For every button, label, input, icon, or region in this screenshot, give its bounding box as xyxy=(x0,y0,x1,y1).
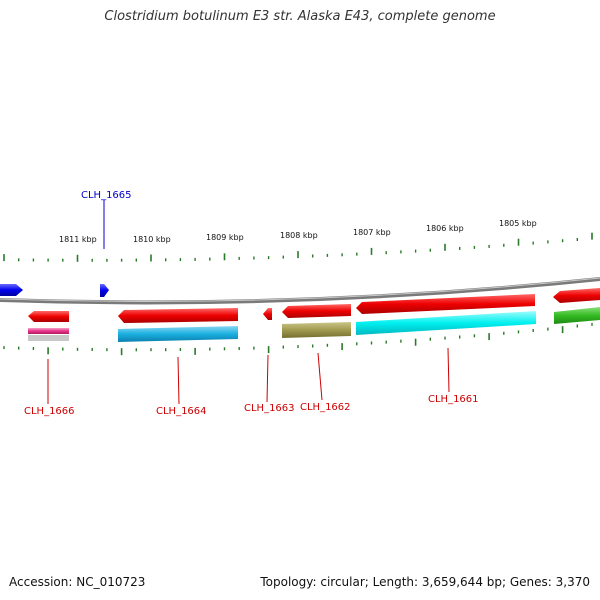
inner-scale-ticks xyxy=(3,322,593,356)
leader-clh-1663 xyxy=(266,354,269,403)
gene-label-clh-1665[interactable]: CLH_1665 xyxy=(81,190,132,201)
leader-clh-1662 xyxy=(317,352,323,401)
gene-arrow-clh-1663[interactable] xyxy=(263,308,272,320)
tick-label-1810: 1810 kbp xyxy=(133,235,171,244)
cog-bar-clh-1666-pink xyxy=(28,328,69,334)
tick-label-1805: 1805 kbp xyxy=(499,219,537,228)
map-title: Clostridium botulinum E3 str. Alaska E43… xyxy=(104,9,496,24)
gene-arrow-clh-1664[interactable] xyxy=(118,308,238,323)
tick-label-1808: 1808 kbp xyxy=(280,231,318,240)
gene-arrow-clh-1661[interactable] xyxy=(356,294,535,314)
genome-backbone xyxy=(0,277,600,305)
gene-arrow-clh-1666[interactable] xyxy=(28,311,69,322)
gene-arrow-forward-left[interactable] xyxy=(0,284,23,296)
accession-label: Accession: NC_010723 xyxy=(9,575,146,589)
gene-arrow-right-edge[interactable] xyxy=(553,288,600,303)
cog-bar-clh-1664 xyxy=(118,326,238,342)
genome-summary-label: Topology: circular; Length: 3,659,644 bp… xyxy=(260,575,590,589)
cog-bar-right-edge xyxy=(554,307,600,324)
cog-bar-clh-1666-gray xyxy=(28,335,69,341)
outer-scale-ticks xyxy=(3,232,593,262)
tick-label-1807: 1807 kbp xyxy=(353,228,391,237)
gene-label-clh-1663[interactable]: CLH_1663 xyxy=(244,403,295,414)
gene-label-clh-1662[interactable]: CLH_1662 xyxy=(300,402,351,413)
gene-label-clh-1666[interactable]: CLH_1666 xyxy=(24,406,75,417)
leader-clh-1661 xyxy=(447,347,450,393)
tick-label-1806: 1806 kbp xyxy=(426,224,464,233)
leader-clh-1664 xyxy=(177,356,180,405)
cog-bar-clh-1662 xyxy=(282,322,351,338)
gene-label-clh-1664[interactable]: CLH_1664 xyxy=(156,406,207,417)
cog-bar-clh-1661 xyxy=(356,311,536,335)
gene-label-clh-1661[interactable]: CLH_1661 xyxy=(428,394,479,405)
tick-label-1811: 1811 kbp xyxy=(59,235,97,244)
gene-arrow-clh-1662[interactable] xyxy=(282,304,351,318)
gene-arrow-clh-1665[interactable] xyxy=(100,284,109,297)
tick-label-1809: 1809 kbp xyxy=(206,233,244,242)
